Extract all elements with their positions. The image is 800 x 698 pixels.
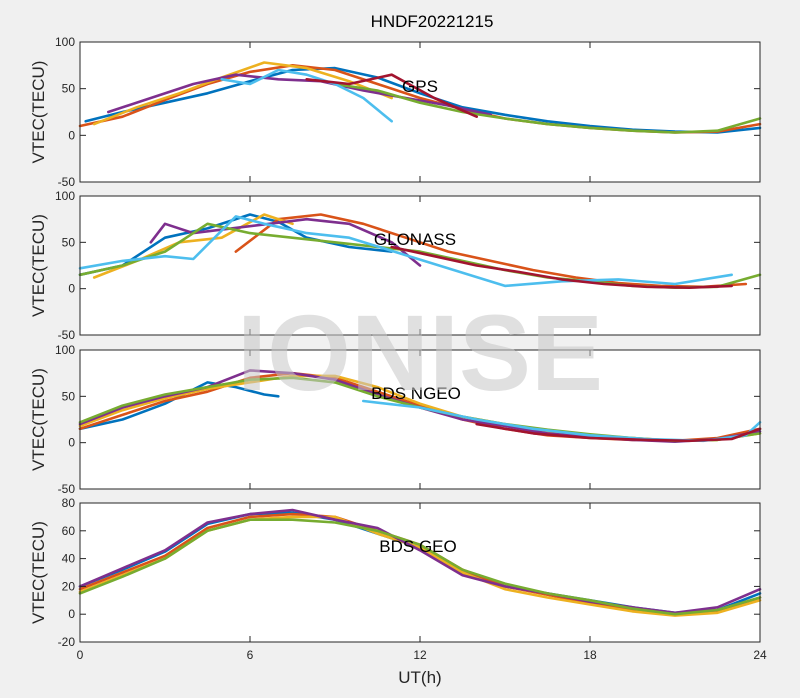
y-axis-label: VTEC(TECU) <box>29 521 48 624</box>
y-tick-label: 0 <box>68 128 75 142</box>
panel-0: -50 0 50 100 VTEC(TECU) GPS <box>29 35 760 189</box>
x-axis-label: UT(h) <box>398 668 441 687</box>
y-tick-label: 0 <box>68 436 75 450</box>
chart-title: HNDF20221215 <box>371 12 494 31</box>
y-axis-label: VTEC(TECU) <box>29 61 48 164</box>
x-tick-label: 12 <box>413 648 427 662</box>
y-tick-label: 100 <box>55 343 75 357</box>
y-tick-label: -50 <box>58 328 76 342</box>
y-tick-label: 50 <box>62 389 76 403</box>
y-tick-label: 50 <box>62 235 76 249</box>
y-tick-label: 50 <box>62 82 76 96</box>
y-tick-label: -50 <box>58 482 76 496</box>
x-tick-label: 24 <box>753 648 767 662</box>
y-tick-label: 60 <box>62 524 76 538</box>
panel-label: BDS GEO <box>379 537 456 556</box>
y-tick-label: 0 <box>68 282 75 296</box>
panel-label: GPS <box>402 77 438 96</box>
y-tick-label: -50 <box>58 175 76 189</box>
y-tick-label: 40 <box>62 552 76 566</box>
x-tick-label: 0 <box>77 648 84 662</box>
panel-label: GLONASS <box>374 230 456 249</box>
y-tick-label: 100 <box>55 35 75 49</box>
y-axis-label: VTEC(TECU) <box>29 368 48 471</box>
x-tick-label: 18 <box>583 648 597 662</box>
plot-area <box>80 42 760 182</box>
watermark-text: IONISE <box>237 292 603 413</box>
x-tick-label: 6 <box>247 648 254 662</box>
y-tick-label: 100 <box>55 189 75 203</box>
plot-area <box>80 503 760 642</box>
y-tick-label: 80 <box>62 496 76 510</box>
y-axis-label: VTEC(TECU) <box>29 214 48 317</box>
y-tick-label: -20 <box>58 635 76 649</box>
y-tick-label: 20 <box>62 579 76 593</box>
y-tick-label: 0 <box>68 607 75 621</box>
